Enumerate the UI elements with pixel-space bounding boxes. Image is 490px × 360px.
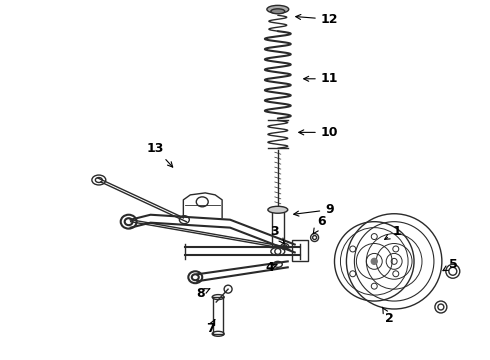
Text: 8: 8 bbox=[196, 287, 210, 300]
Text: 13: 13 bbox=[147, 142, 172, 167]
Text: 2: 2 bbox=[382, 307, 393, 325]
Text: 11: 11 bbox=[304, 72, 338, 85]
Bar bbox=[292, 239, 308, 261]
Circle shape bbox=[371, 258, 377, 264]
Text: 7: 7 bbox=[206, 319, 215, 336]
Text: 6: 6 bbox=[313, 215, 326, 234]
Ellipse shape bbox=[271, 9, 285, 14]
Text: 3: 3 bbox=[270, 225, 284, 244]
Text: 9: 9 bbox=[294, 203, 334, 216]
Text: 1: 1 bbox=[385, 225, 401, 239]
Text: 5: 5 bbox=[443, 258, 458, 271]
Ellipse shape bbox=[267, 5, 289, 13]
Text: 12: 12 bbox=[296, 13, 338, 26]
Ellipse shape bbox=[268, 206, 288, 213]
Text: 10: 10 bbox=[299, 126, 338, 139]
Text: 4: 4 bbox=[266, 261, 277, 274]
